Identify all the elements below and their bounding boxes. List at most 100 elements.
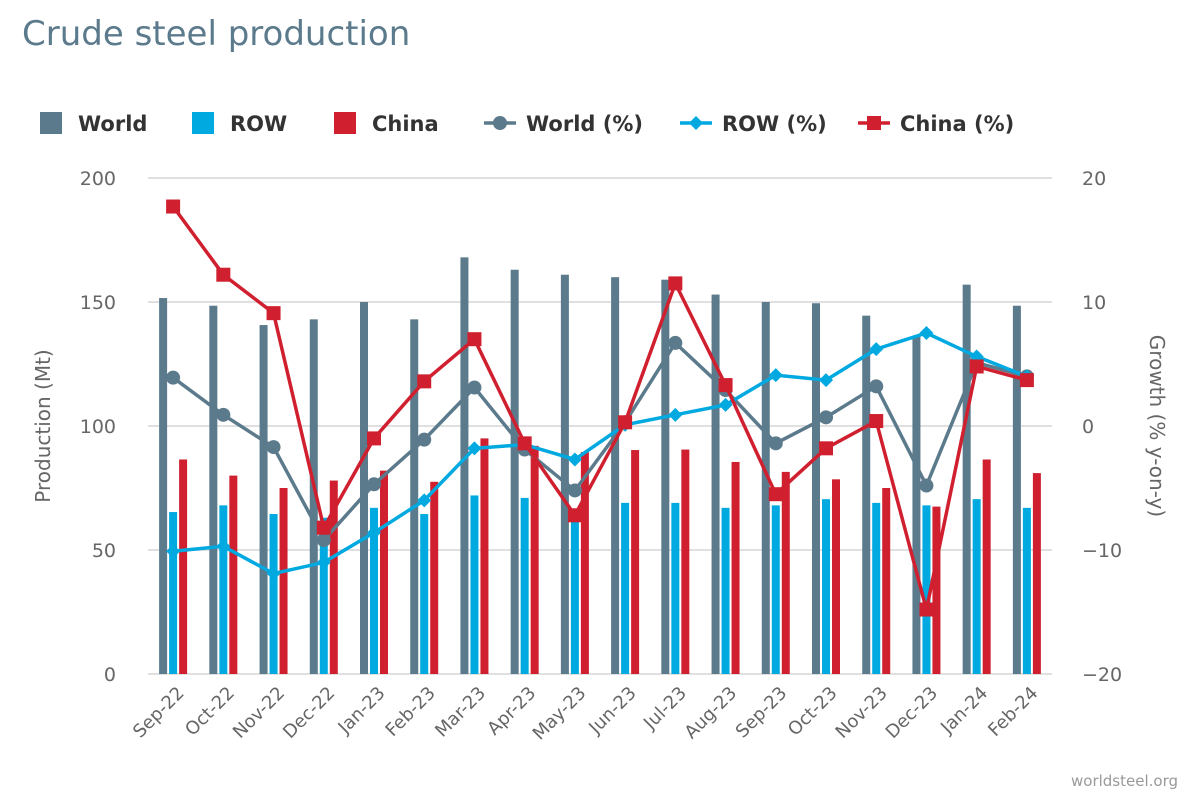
bar-world bbox=[812, 303, 820, 674]
bar-row bbox=[269, 514, 278, 674]
x-tick-label: Jan-23 bbox=[334, 683, 390, 739]
y-tick-label: 50 bbox=[92, 540, 116, 562]
x-tick-label: May-23 bbox=[529, 683, 591, 745]
point-square bbox=[467, 332, 482, 347]
point-square bbox=[216, 267, 231, 282]
y2-axis-label: Growth (% y-on-y) bbox=[1145, 335, 1169, 517]
line-world- bbox=[172, 340, 1028, 544]
legend-label: ROW bbox=[230, 112, 287, 136]
y-tick-label: 150 bbox=[80, 292, 116, 314]
bar-world bbox=[862, 315, 871, 674]
bar-world bbox=[460, 257, 469, 674]
bar-row bbox=[570, 510, 579, 674]
x-tick-label: Nov-22 bbox=[229, 683, 289, 743]
bar-china bbox=[832, 479, 840, 674]
x-tick-label: Feb-24 bbox=[984, 683, 1042, 741]
point-diamond bbox=[266, 566, 281, 581]
bar-china bbox=[430, 481, 439, 674]
bar-row bbox=[370, 507, 378, 674]
x-tick-label: Mar-23 bbox=[431, 683, 490, 742]
point-square bbox=[718, 378, 733, 393]
bar-china bbox=[530, 445, 539, 674]
x-tick-label: Nov-23 bbox=[832, 683, 892, 743]
point-circle bbox=[919, 478, 934, 493]
line-row- bbox=[172, 331, 1028, 576]
point-square bbox=[618, 415, 633, 430]
bar-world bbox=[410, 319, 419, 674]
bar-row bbox=[1022, 507, 1031, 674]
x-tick-label: Oct-22 bbox=[181, 683, 239, 741]
point-diamond bbox=[316, 555, 331, 570]
legend-label: World bbox=[78, 112, 147, 136]
bar-world bbox=[309, 319, 318, 674]
bar-world bbox=[159, 298, 168, 674]
bar-row bbox=[169, 512, 178, 674]
bar-row bbox=[319, 517, 328, 674]
point-diamond bbox=[718, 397, 733, 412]
x-tick-label: Sep-23 bbox=[732, 683, 792, 743]
bar-row bbox=[972, 499, 981, 674]
bar-row bbox=[771, 505, 780, 674]
x-tick-label: Jan-24 bbox=[936, 683, 992, 739]
legend-label: China bbox=[372, 112, 439, 136]
bar-china bbox=[731, 461, 740, 674]
x-tick-label: Feb-23 bbox=[382, 683, 440, 741]
bar-world bbox=[711, 294, 720, 674]
point-circle bbox=[768, 436, 783, 451]
y2-tick-label: 10 bbox=[1082, 292, 1106, 314]
bar-row bbox=[520, 497, 529, 674]
bar-china bbox=[882, 488, 891, 674]
bar-china bbox=[179, 459, 188, 674]
point-diamond bbox=[166, 544, 181, 559]
legend-swatch bbox=[334, 112, 356, 134]
x-tick-label: Jun-23 bbox=[584, 683, 640, 739]
point-circle bbox=[417, 432, 432, 447]
bar-world bbox=[962, 284, 971, 674]
x-tick-label: Sep-22 bbox=[129, 683, 189, 743]
point-square bbox=[1019, 373, 1034, 388]
x-tick-label: Aug-23 bbox=[681, 683, 741, 743]
bar-china bbox=[982, 459, 991, 674]
bar-china bbox=[681, 449, 690, 674]
bar-row bbox=[420, 514, 429, 674]
credit: worldsteel.org bbox=[1071, 772, 1178, 790]
bar-china bbox=[380, 470, 388, 674]
point-diamond bbox=[216, 539, 231, 554]
point-diamond bbox=[869, 342, 884, 357]
bar-world bbox=[209, 305, 218, 674]
y2-tick-label: −20 bbox=[1082, 664, 1122, 686]
bar-world bbox=[259, 325, 268, 674]
point-diamond bbox=[467, 441, 482, 456]
point-square bbox=[869, 414, 884, 429]
point-circle bbox=[819, 410, 833, 425]
bar-row bbox=[721, 507, 730, 674]
bar-row bbox=[671, 502, 680, 674]
point-diamond bbox=[417, 493, 432, 508]
y2-tick-label: 0 bbox=[1082, 416, 1094, 438]
bar-row bbox=[470, 495, 479, 674]
bar-world bbox=[912, 336, 921, 674]
bar-world bbox=[510, 269, 519, 674]
point-diamond bbox=[367, 525, 381, 540]
point-diamond bbox=[567, 452, 582, 467]
y-axis-label: Production (Mt) bbox=[31, 349, 55, 502]
bar-china bbox=[631, 450, 640, 674]
legend-label: China (%) bbox=[900, 112, 1014, 136]
y-tick-label: 100 bbox=[80, 416, 116, 438]
point-square bbox=[517, 436, 532, 451]
point-diamond bbox=[768, 368, 783, 383]
legend-marker bbox=[867, 116, 881, 130]
bar-china bbox=[781, 471, 790, 674]
point-diamond bbox=[668, 407, 683, 422]
point-square bbox=[266, 306, 281, 321]
y2-tick-label: −10 bbox=[1082, 540, 1122, 562]
bar-world bbox=[1012, 305, 1021, 674]
x-tick-label: Dec-23 bbox=[882, 683, 942, 743]
point-square bbox=[367, 431, 381, 446]
point-circle bbox=[266, 440, 281, 455]
bar-china bbox=[229, 475, 238, 674]
chart-title: Crude steel production bbox=[22, 14, 411, 54]
bar-china bbox=[932, 506, 941, 674]
x-tick-label: Dec-22 bbox=[279, 683, 339, 743]
